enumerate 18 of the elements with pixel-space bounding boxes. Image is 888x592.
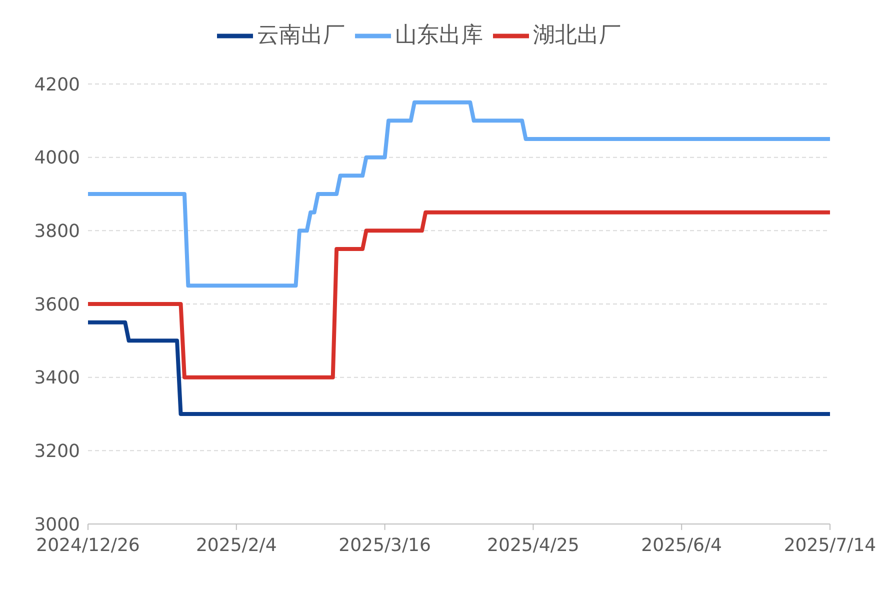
x-tick-label: 2024/12/26 — [36, 534, 140, 556]
line-series — [88, 100, 830, 288]
x-tick-label: 2025/7/14 — [784, 534, 876, 556]
y-tick-label: 4000 — [34, 148, 80, 169]
y-tick-label: 3400 — [34, 368, 80, 389]
y-tick-label: 3200 — [34, 441, 80, 462]
x-tick-label: 2025/6/4 — [641, 534, 722, 556]
y-tick-label: 3600 — [34, 294, 80, 316]
y-tick-label: 3800 — [34, 221, 80, 242]
x-tick-label: 2025/4/25 — [487, 534, 580, 556]
y-tick-label: 4200 — [34, 74, 80, 96]
y-tick-label: 3000 — [34, 514, 80, 536]
x-tick-label: 2025/2/4 — [196, 534, 277, 556]
x-tick-label: 2025/3/16 — [338, 534, 431, 556]
legend-label: 云南出厂 — [257, 23, 345, 48]
legend-label: 山东出库 — [395, 23, 483, 48]
line-series — [88, 210, 830, 380]
legend-label: 湖北出厂 — [533, 23, 621, 48]
